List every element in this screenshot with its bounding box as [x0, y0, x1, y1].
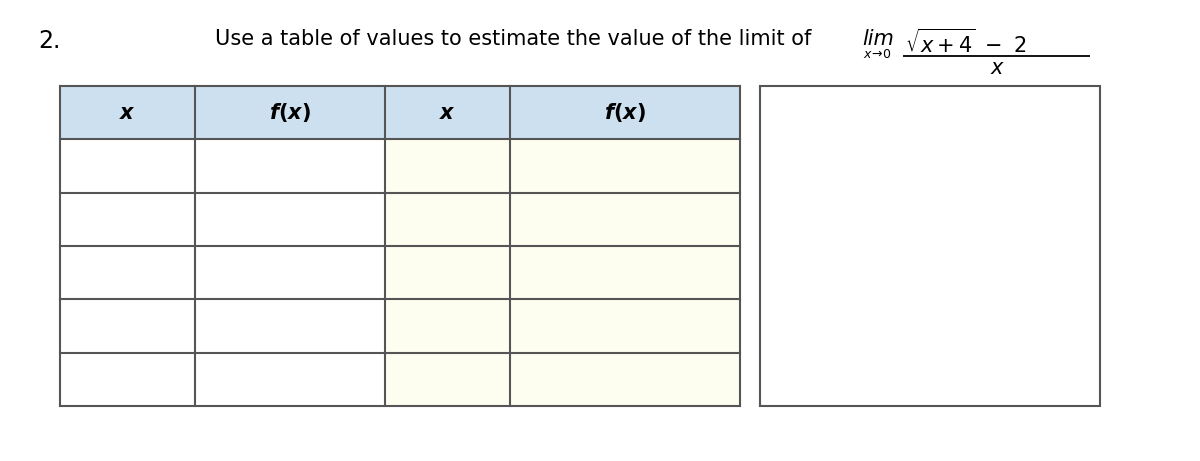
Bar [385, 86, 510, 139]
Text: $\boldsymbol{x}$: $\boldsymbol{x}$ [439, 103, 456, 123]
Bar [60, 86, 194, 139]
Bar [194, 86, 385, 139]
Text: lim: lim [862, 29, 894, 49]
Text: $x$: $x$ [990, 58, 1006, 78]
Bar [510, 246, 740, 299]
Bar [760, 86, 1100, 406]
Bar [385, 139, 510, 193]
Bar [385, 299, 510, 353]
Text: 2.: 2. [38, 29, 60, 53]
Bar [510, 353, 740, 406]
Text: $\sqrt{x+4}\ -\ 2$: $\sqrt{x+4}\ -\ 2$ [905, 29, 1026, 57]
Text: $\boldsymbol{x}$: $\boldsymbol{x}$ [119, 103, 136, 123]
Bar [385, 353, 510, 406]
Bar [510, 139, 740, 193]
Bar [385, 193, 510, 246]
Bar [510, 193, 740, 246]
Text: Use a table of values to estimate the value of the limit of: Use a table of values to estimate the va… [215, 29, 811, 49]
Bar [510, 86, 740, 139]
Text: $x\!\rightarrow\!0$: $x\!\rightarrow\!0$ [863, 48, 892, 61]
Text: $\boldsymbol{f(x)}$: $\boldsymbol{f(x)}$ [269, 101, 311, 124]
Bar [510, 299, 740, 353]
Bar [385, 246, 510, 299]
Text: $\boldsymbol{f(x)}$: $\boldsymbol{f(x)}$ [604, 101, 646, 124]
